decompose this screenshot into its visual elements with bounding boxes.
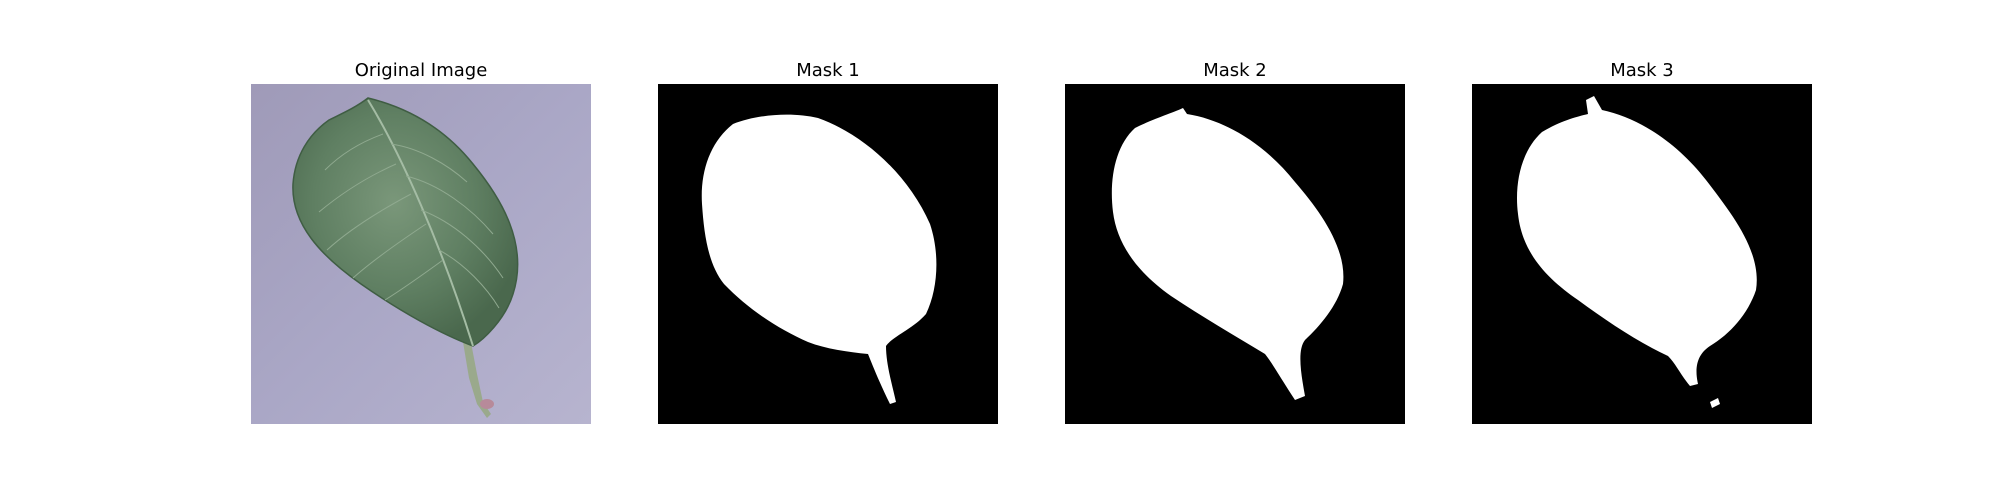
panel-title: Original Image [354,60,488,81]
leaf-stem [462,332,491,418]
mask-fragment [1710,398,1720,408]
panel-mask-1: Mask 1 [658,58,998,424]
leaf-photo [251,84,591,424]
mask-foreground [1111,108,1344,400]
mask-foreground [701,114,937,404]
panel-title: Mask 3 [1610,60,1674,81]
leaf-mask-1 [658,84,998,424]
leaf-midrib [367,99,474,347]
leaf-mask-2 [1065,84,1405,424]
leaf-mask-3 [1472,84,1812,424]
leaf-blade [292,97,519,347]
panel-mask-2: Mask 2 [1065,58,1405,424]
mask-foreground [1517,96,1757,386]
panel-mask-3: Mask 3 [1472,58,1812,424]
panel-title: Mask 2 [1203,60,1267,81]
stem-base [480,399,494,409]
panel-title: Mask 1 [796,60,860,81]
panel-original-image: Original Image [251,58,591,424]
leaf-veins [318,133,504,309]
